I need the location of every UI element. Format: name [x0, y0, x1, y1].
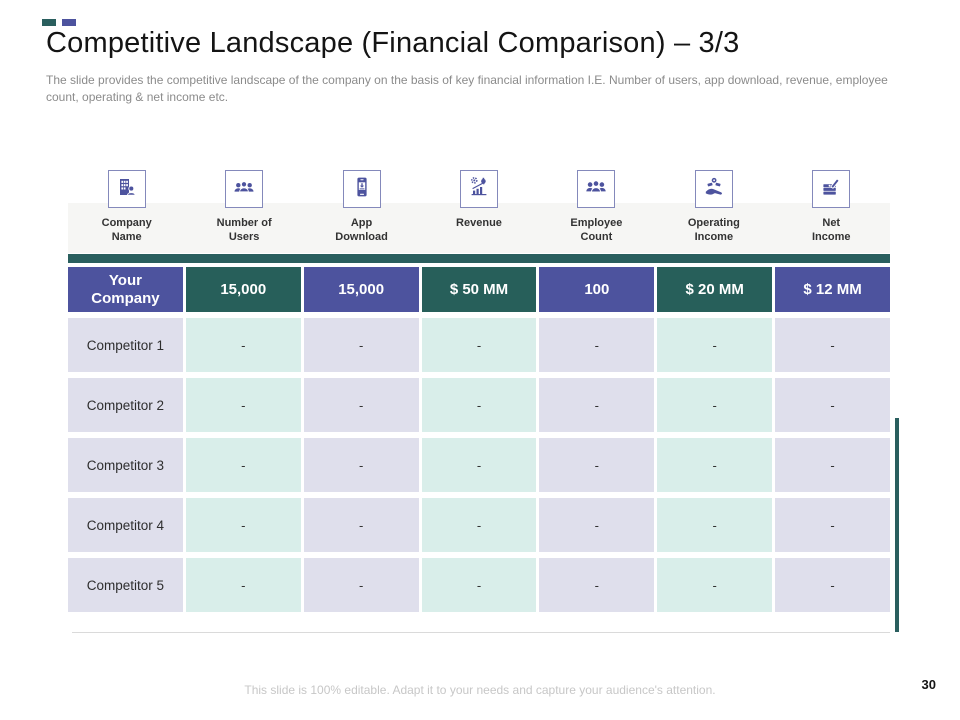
metric-label-line: Operating [687, 217, 740, 229]
net-income-icon [819, 175, 843, 204]
table-value-cell: - [303, 438, 419, 492]
table-value-cell: - [539, 498, 655, 552]
metric-icon-box [459, 170, 498, 208]
table-value-cell: - [421, 498, 537, 552]
table-value-cell: - [539, 558, 655, 612]
metric-icon-box [577, 170, 616, 208]
competitor-name-cell: Competitor 4 [68, 498, 183, 552]
table-value-cell: - [657, 318, 773, 372]
metric-label-line: Revenue [456, 217, 502, 229]
table-value-cell: - [303, 378, 419, 432]
metric-label: Employee Count [570, 217, 622, 244]
company-building-icon [115, 175, 139, 204]
metric-column: Employee Count [538, 170, 655, 244]
metric-label: Company Name [102, 217, 152, 244]
footer-note: This slide is 100% editable. Adapt it to… [244, 683, 716, 697]
metric-column: Operating Income [655, 170, 772, 244]
metric-label: Revenue [456, 217, 502, 231]
table-value-cell: - [539, 378, 655, 432]
metric-label-line: Users [228, 230, 260, 243]
table-value-cell: - [421, 378, 537, 432]
metric-column: Number of Users [185, 170, 302, 244]
metric-label-line: Company [101, 217, 152, 229]
header-value-cell: 15,000 [303, 267, 419, 312]
deco-dash-indigo [62, 19, 76, 26]
metric-label: Number of Users [217, 217, 272, 244]
metric-label-line: Net [822, 217, 841, 229]
icon-label-band [68, 203, 890, 253]
table-value-cell: - [303, 318, 419, 372]
competitor-name-cell: Competitor 5 [68, 558, 183, 612]
right-accent-line [895, 418, 899, 632]
bottom-divider-line [72, 632, 890, 633]
metric-column: Net Income [773, 170, 890, 244]
metric-icon-box [225, 170, 264, 208]
metric-label-line: Income [694, 230, 734, 243]
metric-label: Net Income [812, 217, 851, 244]
metric-icon-box [694, 170, 733, 208]
header-cell-your-company: Your Company [68, 267, 183, 312]
app-download-icon [350, 175, 374, 204]
metric-icon-box [107, 170, 146, 208]
page-title: Competitive Landscape (Financial Compari… [46, 27, 740, 59]
deco-dash-teal [42, 19, 56, 26]
table-value-cell: - [657, 378, 773, 432]
metric-column: Company Name [68, 170, 185, 244]
table-value-cell: - [185, 438, 301, 492]
metrics-row: Company Name Number of Users App Download Reve… [68, 170, 890, 244]
header-value-cell: $ 12 MM [775, 267, 890, 312]
table-value-cell: - [539, 318, 655, 372]
table-value-cell: - [775, 318, 890, 372]
employee-count-icon [584, 175, 608, 204]
table-value-cell: - [421, 558, 537, 612]
table-value-cell: - [539, 438, 655, 492]
table-value-cell: - [421, 318, 537, 372]
competitor-name-cell: Competitor 3 [68, 438, 183, 492]
users-group-icon [232, 175, 256, 204]
table-value-cell: - [657, 558, 773, 612]
metric-label-line: Download [335, 230, 388, 243]
metric-icon-box [812, 170, 851, 208]
metric-icon-box [342, 170, 381, 208]
metric-label-line: Number of [216, 217, 272, 229]
metric-label-line: Income [811, 230, 851, 243]
operating-income-icon [702, 175, 726, 204]
table-value-cell: - [303, 498, 419, 552]
table-value-cell: - [657, 498, 773, 552]
table-value-cell: - [303, 558, 419, 612]
table-value-cell: - [775, 558, 890, 612]
header-value-cell: $ 50 MM [421, 267, 537, 312]
table-value-cell: - [185, 498, 301, 552]
header-value-cell: $ 20 MM [657, 267, 773, 312]
metric-label: App Download [335, 217, 388, 244]
table-value-cell: - [657, 438, 773, 492]
metric-column: App Download [303, 170, 420, 244]
metric-label-line: Employee [570, 217, 623, 229]
table-value-cell: - [185, 558, 301, 612]
table-value-cell: - [185, 318, 301, 372]
subtitle-text: The slide provides the competitive lands… [46, 73, 888, 104]
comparison-table: Your Company 15,000 15,000 $ 50 MM 100 $ 20 M… [68, 267, 890, 612]
table-value-cell: - [775, 498, 890, 552]
competitor-name-cell: Competitor 1 [68, 318, 183, 372]
table-top-accent-bar [68, 254, 890, 263]
metric-label: Operating Income [688, 217, 740, 244]
revenue-chart-icon [467, 175, 491, 204]
table-value-cell: - [185, 378, 301, 432]
table-value-cell: - [421, 438, 537, 492]
metric-label-line: Name [111, 230, 142, 243]
header-value-cell: 15,000 [185, 267, 301, 312]
metric-column: Revenue [420, 170, 537, 244]
table-value-cell: - [775, 438, 890, 492]
table-value-cell: - [775, 378, 890, 432]
header-value-cell: 100 [539, 267, 655, 312]
competitor-name-cell: Competitor 2 [68, 378, 183, 432]
metric-label-line: App [350, 217, 373, 229]
metric-label-line: Count [580, 230, 613, 243]
page-number: 30 [921, 677, 936, 692]
